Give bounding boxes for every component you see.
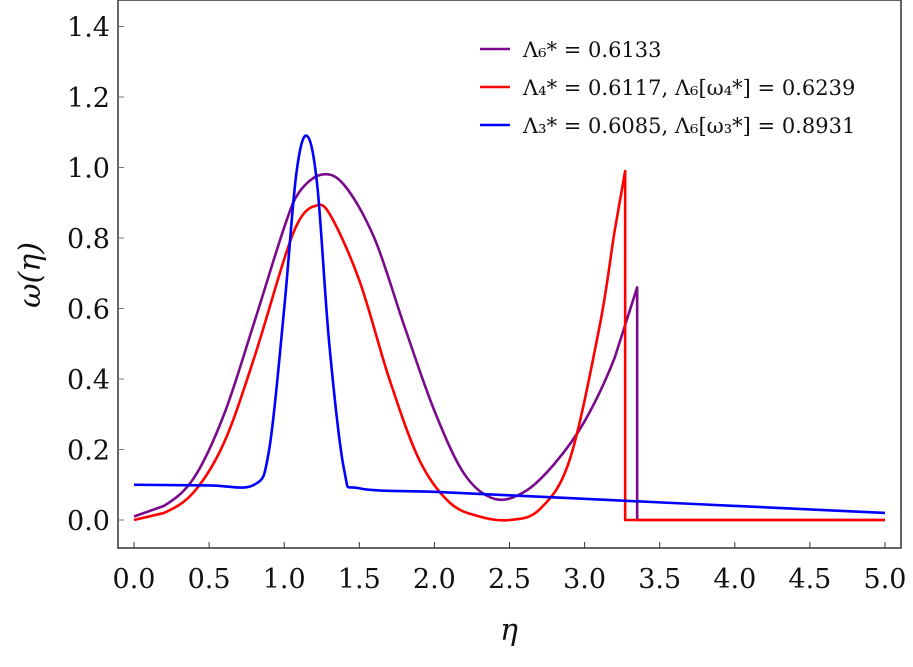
y-tick-label: 0.6 <box>67 295 110 326</box>
y-tick-label: 1.2 <box>67 83 110 114</box>
series-line-2 <box>133 134 886 515</box>
y-tick-label: 0.8 <box>67 224 110 255</box>
legend: Λ₆* = 0.6133 Λ₄* = 0.6117, Λ₆[ω₄*] = 0.62… <box>480 38 855 138</box>
x-tick-label: 3.0 <box>563 564 606 595</box>
y-tick-label: 0.2 <box>67 436 110 467</box>
legend-label: Λ₆* = 0.6133 <box>522 38 662 62</box>
plot-frame <box>117 0 902 549</box>
x-tick-label: 0.5 <box>188 564 231 595</box>
x-axis-label: η <box>500 613 518 648</box>
data-series <box>133 134 886 522</box>
y-tick-label: 0.0 <box>67 506 110 537</box>
y-tick-label: 1.4 <box>67 13 110 44</box>
x-tick-label: 3.5 <box>638 564 681 595</box>
x-tick-label: 2.5 <box>488 564 531 595</box>
y-tick-label: 1.0 <box>67 154 110 185</box>
series-line-0 <box>133 172 885 522</box>
x-tick-label: 0.0 <box>113 564 156 595</box>
series-line-1 <box>133 169 885 522</box>
legend-label: Λ₄* = 0.6117, Λ₆[ω₄*] = 0.6239 <box>522 76 855 100</box>
y-axis-ticks: 0.0 0.2 0.4 0.6 0.8 1.0 1.2 1.4 <box>67 13 124 537</box>
legend-label: Λ₃* = 0.6085, Λ₆[ω₃*] = 0.8931 <box>522 114 855 138</box>
x-tick-label: 2.0 <box>413 564 456 595</box>
y-tick-label: 0.4 <box>67 365 110 396</box>
x-tick-label: 5.0 <box>864 564 907 595</box>
x-tick-label: 4.5 <box>788 564 831 595</box>
x-axis-ticks: 0.0 0.5 1.0 1.5 2.0 2.5 3.0 3.5 4.0 4.5 5.0 <box>113 542 907 595</box>
x-tick-label: 1.0 <box>263 564 306 595</box>
x-tick-label: 4.0 <box>713 564 756 595</box>
x-tick-label: 1.5 <box>338 564 381 595</box>
y-axis-label: ω(η) <box>13 242 48 308</box>
